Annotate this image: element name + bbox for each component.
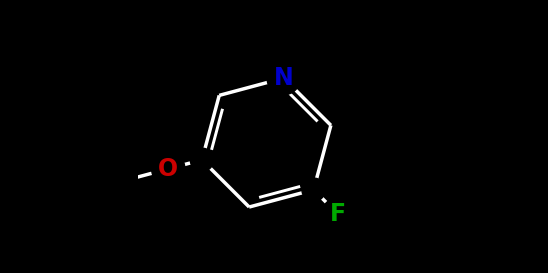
Text: O: O xyxy=(158,157,178,181)
Text: F: F xyxy=(330,202,346,226)
Circle shape xyxy=(302,178,326,201)
Circle shape xyxy=(322,198,355,231)
Text: N: N xyxy=(274,66,294,90)
Circle shape xyxy=(267,61,300,95)
Circle shape xyxy=(190,148,214,171)
Circle shape xyxy=(152,152,185,186)
